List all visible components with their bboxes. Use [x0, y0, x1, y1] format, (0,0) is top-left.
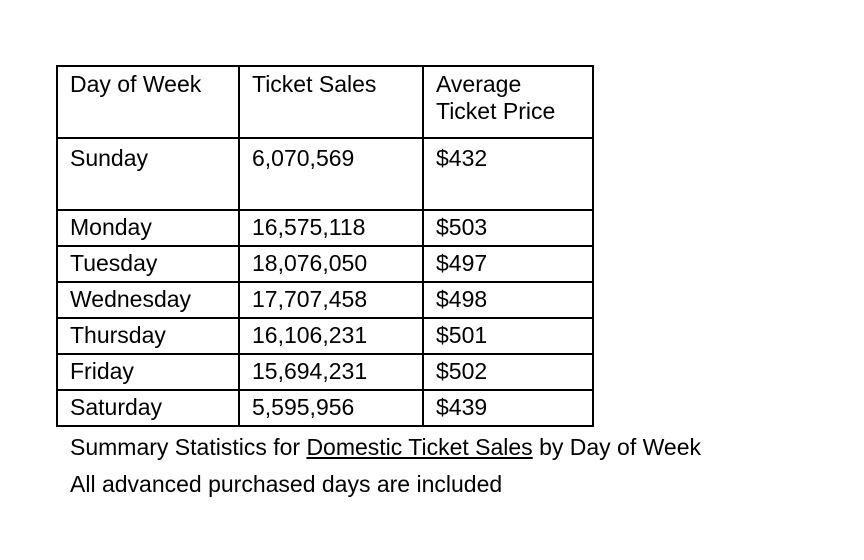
cell-price: $503	[422, 209, 594, 247]
cell-day: Tuesday	[56, 245, 240, 283]
header-average-ticket-price: Average Ticket Price	[422, 65, 594, 139]
header-average-line1: Average	[436, 71, 522, 97]
ticket-sales-table: Day of Week Ticket Sales Average Ticket …	[56, 65, 594, 427]
cell-day: Sunday	[56, 137, 240, 211]
table-caption: Summary Statistics for Domestic Ticket S…	[56, 429, 701, 503]
cell-price: $498	[422, 281, 594, 319]
table-header-row: Day of Week Ticket Sales Average Ticket …	[56, 65, 594, 139]
cell-sales: 18,076,050	[238, 245, 424, 283]
table-row: Monday 16,575,118 $503	[56, 209, 594, 247]
caption-underlined-term: Domestic Ticket Sales	[306, 434, 533, 460]
caption-line-2: All advanced purchased days are included	[70, 471, 503, 497]
cell-sales: 16,106,231	[238, 317, 424, 355]
cell-price: $501	[422, 317, 594, 355]
cell-price: $502	[422, 353, 594, 391]
table-row: Saturday 5,595,956 $439	[56, 389, 594, 427]
cell-day: Monday	[56, 209, 240, 247]
caption-suffix: by Day of Week	[532, 434, 701, 460]
table-row: Sunday 6,070,569 $432	[56, 137, 594, 211]
document: Day of Week Ticket Sales Average Ticket …	[56, 65, 701, 503]
caption-line-1: Summary Statistics for Domestic Ticket S…	[70, 429, 701, 466]
cell-day: Friday	[56, 353, 240, 391]
table-row: Tuesday 18,076,050 $497	[56, 245, 594, 283]
cell-price: $439	[422, 389, 594, 427]
cell-sales: 15,694,231	[238, 353, 424, 391]
caption-prefix: Summary Statistics for	[70, 434, 307, 460]
cell-day: Wednesday	[56, 281, 240, 319]
header-day-of-week: Day of Week	[56, 65, 240, 139]
cell-sales: 17,707,458	[238, 281, 424, 319]
table-row: Friday 15,694,231 $502	[56, 353, 594, 391]
cell-sales: 6,070,569	[238, 137, 424, 211]
cell-price: $497	[422, 245, 594, 283]
cell-sales: 16,575,118	[238, 209, 424, 247]
cell-day: Thursday	[56, 317, 240, 355]
header-average-line2: Ticket Price	[436, 98, 556, 125]
table-row: Wednesday 17,707,458 $498	[56, 281, 594, 319]
cell-sales: 5,595,956	[238, 389, 424, 427]
cell-day: Saturday	[56, 389, 240, 427]
header-ticket-sales: Ticket Sales	[238, 65, 424, 139]
cell-price: $432	[422, 137, 594, 211]
table-row: Thursday 16,106,231 $501	[56, 317, 594, 355]
